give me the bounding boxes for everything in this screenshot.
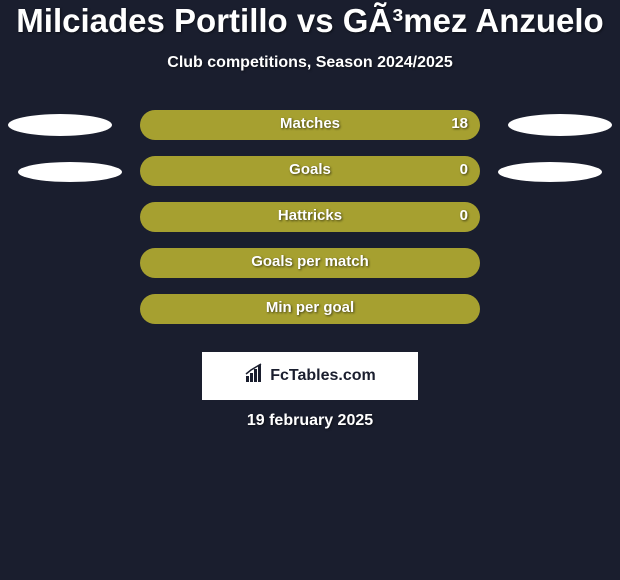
stat-rows: Matches 18 Goals 0 Hattricks 0 Goals per… (0, 110, 620, 324)
player-right-marker (498, 162, 602, 182)
stat-bar: Hattricks 0 (140, 202, 480, 232)
stat-bar: Min per goal (140, 294, 480, 324)
player-left-marker (18, 162, 122, 182)
brand-badge[interactable]: FcTables.com (202, 352, 418, 400)
stat-row: Hattricks 0 (0, 202, 620, 232)
stat-row: Goals 0 (0, 156, 620, 186)
stat-value-right: 0 (460, 161, 468, 178)
page-subtitle: Club competitions, Season 2024/2025 (0, 54, 620, 72)
brand-text: FcTables.com (270, 367, 376, 385)
stat-label: Goals (140, 161, 480, 178)
stat-value-right: 0 (460, 207, 468, 224)
stat-label: Hattricks (140, 207, 480, 224)
stat-label: Goals per match (140, 253, 480, 270)
page-title: Milciades Portillo vs GÃ³mez Anzuelo (0, 2, 620, 40)
stat-bar: Goals per match (140, 248, 480, 278)
player-right-marker (508, 114, 612, 136)
player-left-marker (8, 114, 112, 136)
stats-compare-card: Milciades Portillo vs GÃ³mez Anzuelo Clu… (0, 2, 620, 580)
stat-label: Matches (140, 115, 480, 132)
chart-icon (244, 363, 266, 390)
stat-bar: Matches 18 (140, 110, 480, 140)
stat-row: Matches 18 (0, 110, 620, 140)
stat-row: Min per goal (0, 294, 620, 324)
footer-date: 19 february 2025 (0, 412, 620, 430)
stat-row: Goals per match (0, 248, 620, 278)
stat-value-right: 18 (451, 115, 468, 132)
stat-label: Min per goal (140, 299, 480, 316)
stat-bar: Goals 0 (140, 156, 480, 186)
